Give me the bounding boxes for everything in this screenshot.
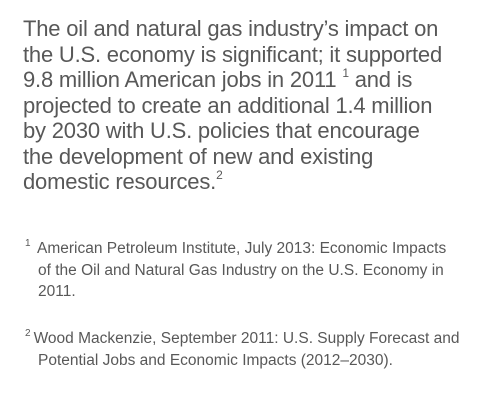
footnote-ref-2: 2 (216, 167, 223, 182)
footnote-2-line-1-text: Wood Mackenzie, September 2011: U.S. Sup… (33, 330, 460, 347)
footnote-1-line-3: 2011. (38, 283, 76, 300)
main-line-1: The oil and natural gas industry’s impac… (23, 16, 439, 41)
footnote-2-mark: 2 (25, 327, 31, 339)
main-line-7-text: domestic resources. (23, 169, 217, 194)
main-line-5: by 2030 with U.S. policies that encourag… (23, 118, 420, 143)
footnote-1: 1 American Petroleum Institute, July 201… (25, 238, 475, 303)
footnote-2: 2 Wood Mackenzie, September 2011: U.S. Su… (25, 328, 475, 371)
main-line-3-text: 9.8 million American jobs in 2011 (23, 67, 343, 92)
main-line-6: the development of new and existing (23, 143, 374, 169)
footnote-1-line-2: of the Oil and Natural Gas Industry on t… (38, 261, 444, 279)
main-line-2: the U.S. economy is significant; it supp… (23, 41, 442, 67)
main-line-3: 9.8 million American jobs in 2011 1 and … (23, 67, 463, 93)
main-line-4: projected to create an additional 1.4 mi… (23, 92, 433, 118)
footnote-1-line-1-text: American Petroleum Institute, July 2013:… (37, 240, 447, 257)
footnote-1-mark: 1 (25, 237, 31, 249)
footnote-1-line-1: 1 American Petroleum Institute, July 201… (25, 238, 475, 260)
main-line-3-tail: and is (348, 67, 413, 92)
footnote-2-line-2: Potential Jobs and Economic Impacts (201… (38, 351, 393, 369)
footnote-2-line-1: 2 Wood Mackenzie, September 2011: U.S. Su… (25, 328, 475, 350)
footnote-ref-1: 1 (342, 65, 349, 80)
main-paragraph: The oil and natural gas industry’s impac… (23, 16, 463, 195)
main-line-7: domestic resources.2 (23, 169, 463, 195)
